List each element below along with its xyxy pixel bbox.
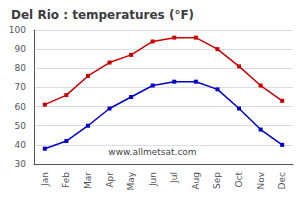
svg-text:Apr: Apr [105,172,115,188]
svg-text:50: 50 [15,121,27,131]
svg-text:Dec: Dec [277,172,287,189]
svg-text:Feb: Feb [61,172,71,188]
svg-text:Oct: Oct [234,172,244,188]
svg-text:Jun: Jun [148,172,158,187]
svg-text:100: 100 [9,25,26,35]
svg-text:Jul: Jul [169,172,179,184]
svg-text:May: May [126,171,136,190]
svg-text:90: 90 [15,44,27,54]
svg-text:Nov: Nov [256,171,266,189]
svg-text:70: 70 [15,82,27,92]
svg-text:Jan: Jan [40,172,50,187]
svg-text:Sep: Sep [212,172,222,189]
svg-text:Del Rio : temperatures (°F): Del Rio : temperatures (°F) [11,8,194,22]
svg-text:40: 40 [15,140,27,150]
svg-text:80: 80 [15,63,27,73]
svg-text:Aug: Aug [191,172,201,190]
svg-text:www.allmetsat.com: www.allmetsat.com [108,147,196,157]
svg-text:30: 30 [15,159,27,169]
svg-text:Mar: Mar [83,172,93,189]
svg-text:60: 60 [15,102,27,112]
